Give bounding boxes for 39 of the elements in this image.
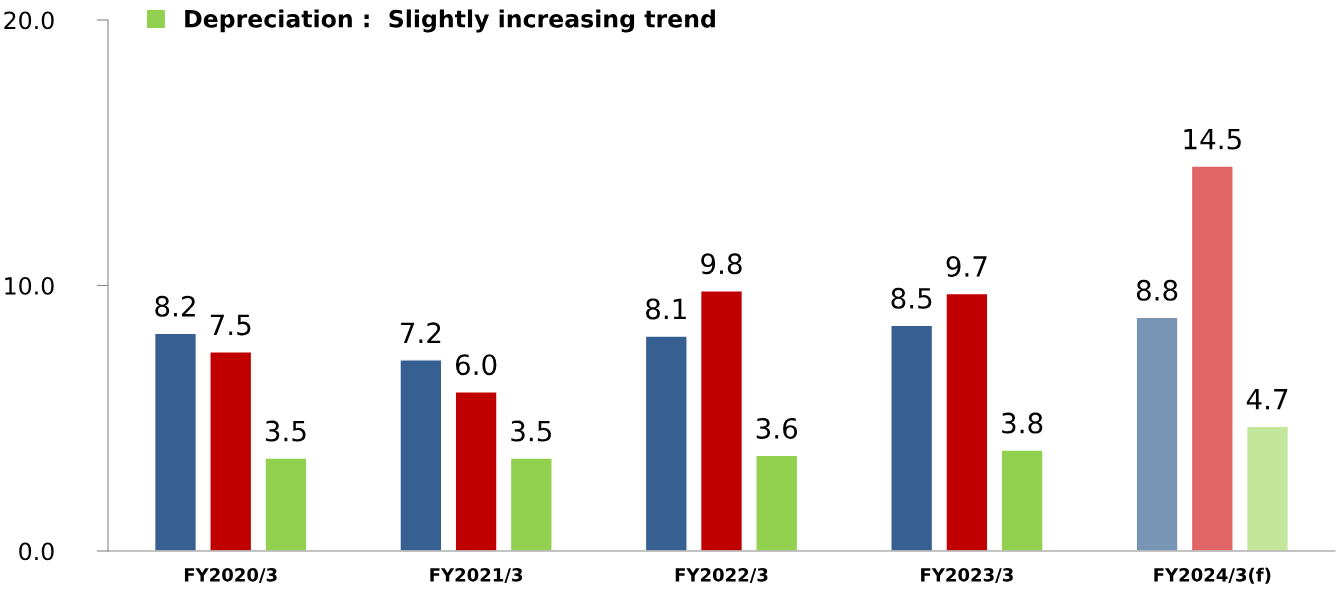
x-tick-label: FY2024/3(f) (1154, 567, 1271, 584)
data-label: 3.8 (1002, 412, 1043, 434)
x-tick-label: FY2021/3 (430, 567, 523, 584)
bar (1135, 316, 1179, 551)
x-tick-label: FY2020/3 (184, 567, 277, 584)
bar (1190, 165, 1234, 551)
data-label: 7.2 (401, 322, 441, 343)
bar (153, 332, 198, 551)
y-tick-label: 10.0 (5, 276, 54, 295)
data-label: 9.8 (701, 253, 742, 275)
data-label: 6.0 (455, 354, 497, 376)
data-label: 3.6 (756, 417, 798, 439)
bar (1245, 425, 1290, 551)
y-tick-label: 0.0 (19, 542, 54, 561)
data-label: 4.7 (1246, 389, 1288, 410)
bar (264, 457, 308, 551)
data-label: 8.2 (155, 295, 195, 317)
bar (209, 351, 253, 551)
bar (945, 292, 989, 551)
data-label: 9.7 (946, 255, 987, 277)
data-label: 8.5 (891, 287, 932, 309)
data-label: 14.5 (1184, 128, 1241, 150)
bar (644, 335, 688, 551)
x-tick-label: FY2023/3 (921, 567, 1013, 584)
legend-label: Depreciation : Slightly increasing trend (185, 9, 715, 33)
bar (699, 290, 744, 551)
y-tick-label: 20.0 (4, 11, 54, 30)
data-label: 8.8 (1136, 279, 1178, 301)
bar (1000, 449, 1044, 551)
bar (454, 391, 498, 551)
bar (509, 457, 553, 551)
data-label: 3.5 (511, 420, 551, 442)
data-label: 7.5 (210, 314, 251, 336)
data-label: 3.5 (265, 420, 306, 442)
data-label: 8.1 (646, 298, 686, 320)
x-tick-label: FY2022/3 (675, 567, 768, 584)
bar (399, 359, 443, 551)
bar (890, 324, 934, 551)
bar (755, 454, 799, 551)
